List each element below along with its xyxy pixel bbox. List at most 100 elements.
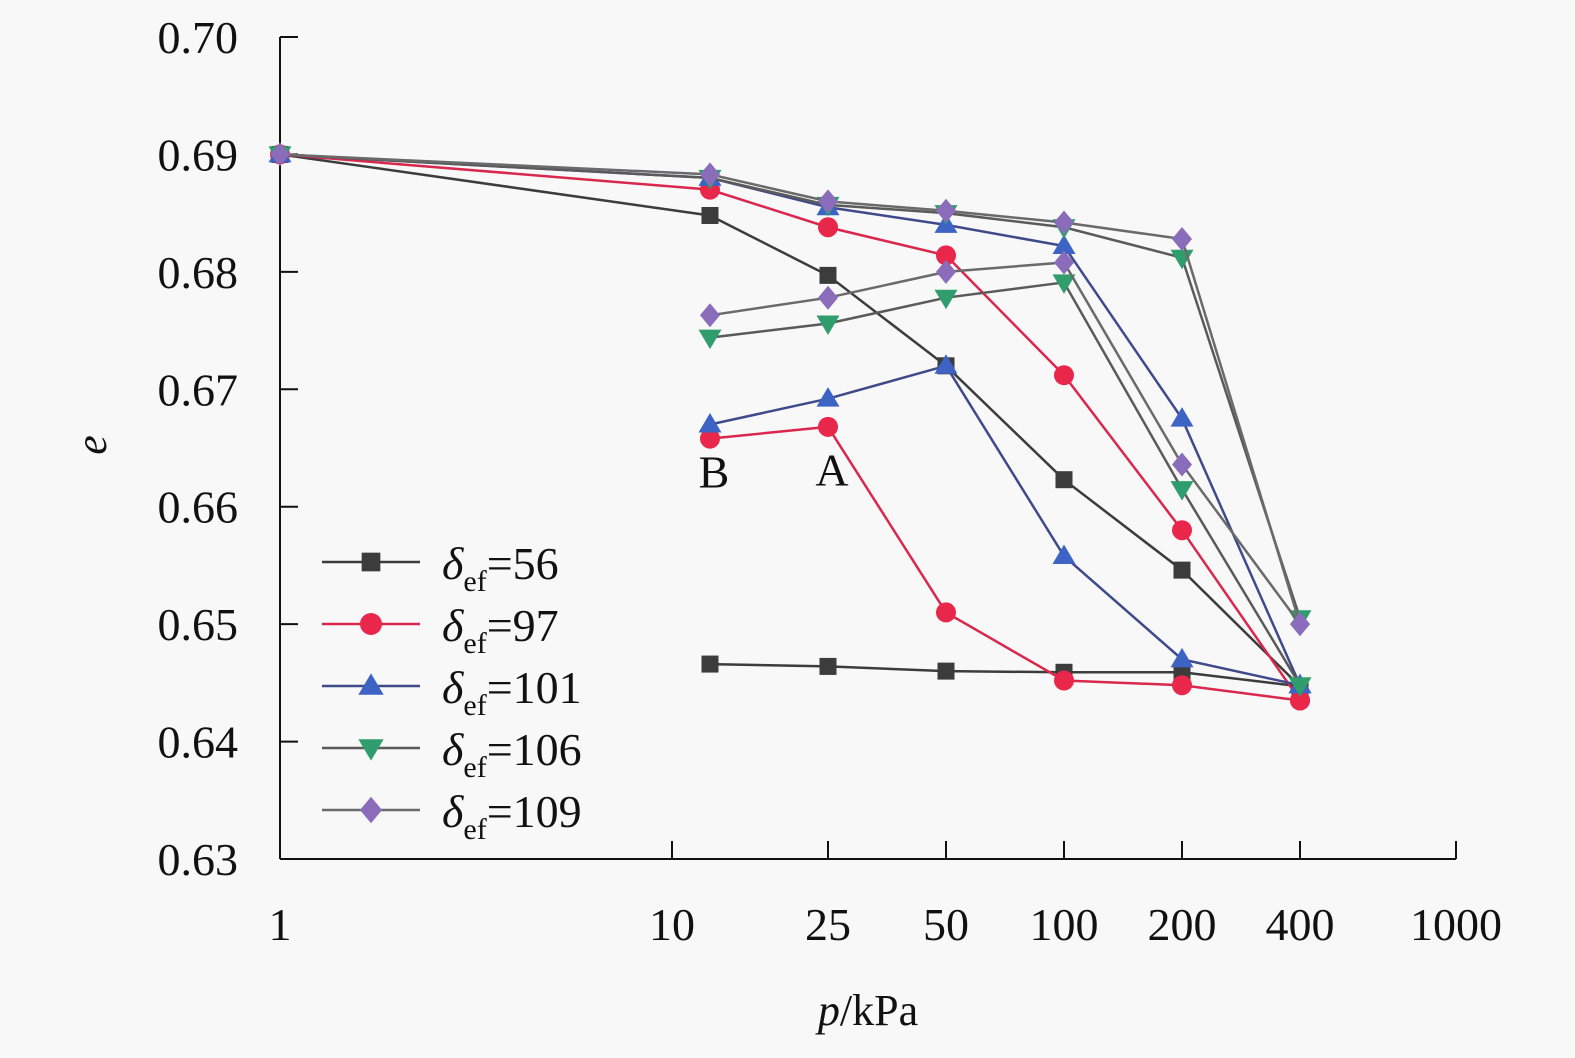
triangle-up-marker bbox=[1052, 544, 1076, 565]
triangle-up-marker bbox=[1170, 407, 1194, 427]
series-line bbox=[709, 261, 1302, 625]
legend-label: δef=56 bbox=[442, 538, 559, 598]
circle-marker bbox=[1054, 670, 1074, 691]
legend-symbol: δ bbox=[442, 786, 464, 837]
triangle-up-marker bbox=[358, 673, 384, 695]
square-marker bbox=[1173, 561, 1191, 579]
x-tick-label: 200 bbox=[1148, 899, 1217, 950]
diamond-marker bbox=[935, 259, 956, 284]
square-marker bbox=[1055, 471, 1073, 489]
triangle-down-marker bbox=[698, 329, 722, 350]
triangle-up-marker bbox=[934, 354, 958, 374]
legend-label: δef=106 bbox=[442, 724, 582, 784]
y-tick-label: 0.66 bbox=[158, 482, 239, 533]
y-ticks: 0.63 0.64 0.65 0.66 0.67 0.68 0.69 0.70 bbox=[158, 12, 298, 885]
triangle-down-marker bbox=[1170, 481, 1194, 501]
legend-symbol: δ bbox=[442, 600, 464, 651]
diamond-marker bbox=[699, 162, 720, 187]
square-marker bbox=[819, 657, 837, 675]
circle-marker bbox=[935, 245, 956, 266]
x-ticks: 1 10 25 50 100 200 400 1000 bbox=[269, 841, 1502, 950]
legend-subscript: ef bbox=[463, 813, 486, 846]
circle-marker bbox=[360, 613, 382, 635]
x-axis-label: p/kPa bbox=[815, 986, 918, 1035]
x-axis-label-var: p bbox=[815, 986, 840, 1035]
legend-subscript: ef bbox=[463, 689, 486, 722]
diamond-marker bbox=[935, 198, 956, 223]
series-56 bbox=[271, 145, 1309, 695]
legend-entry: δef=106 bbox=[322, 724, 582, 784]
circle-marker bbox=[1290, 690, 1311, 711]
y-tick-label: 0.63 bbox=[158, 834, 239, 885]
series-97 bbox=[270, 144, 1311, 711]
triangle-down-marker bbox=[358, 739, 384, 761]
legend-symbol: δ bbox=[442, 538, 464, 589]
series-106 bbox=[268, 146, 1312, 697]
diamond-marker bbox=[1054, 210, 1074, 235]
diamond-marker bbox=[270, 142, 290, 167]
x-tick-label: 1000 bbox=[1410, 899, 1502, 950]
legend-entry: δef=101 bbox=[322, 662, 582, 722]
legend-entry: δef=56 bbox=[322, 538, 559, 598]
x-tick-label: 10 bbox=[649, 899, 695, 950]
circle-marker bbox=[699, 428, 720, 449]
series-109 bbox=[270, 142, 1311, 637]
diamond-marker bbox=[360, 796, 382, 824]
triangle-down-marker bbox=[934, 289, 958, 310]
y-tick-label: 0.69 bbox=[158, 129, 239, 180]
annotation-A: A bbox=[815, 444, 848, 495]
axes bbox=[279, 37, 1456, 860]
diamond-marker bbox=[1290, 612, 1311, 637]
x-tick-label: 400 bbox=[1266, 899, 1335, 950]
y-tick-label: 0.67 bbox=[158, 364, 239, 415]
legend-symbol: δ bbox=[442, 662, 464, 713]
x-tick-label: 1 bbox=[269, 899, 292, 950]
legend-label: δef=101 bbox=[442, 662, 582, 722]
y-tick-label: 0.64 bbox=[158, 717, 239, 768]
series-group bbox=[268, 142, 1312, 711]
circle-marker bbox=[1172, 675, 1193, 696]
triangle-down-marker bbox=[1052, 274, 1076, 294]
legend-value: =101 bbox=[487, 662, 582, 713]
y-tick-label: 0.70 bbox=[158, 12, 239, 63]
triangle-up-marker bbox=[698, 413, 722, 433]
triangle-up-marker bbox=[1052, 234, 1076, 255]
square-marker bbox=[701, 206, 719, 224]
diamond-marker bbox=[1172, 452, 1193, 477]
legend-entry: δef=97 bbox=[322, 600, 559, 660]
circle-marker bbox=[1172, 520, 1193, 541]
legend-value: =56 bbox=[487, 538, 559, 589]
series-line bbox=[279, 153, 1302, 619]
series-line bbox=[279, 153, 1302, 625]
legend-label: δef=97 bbox=[442, 600, 559, 660]
x-axis-label-unit: /kPa bbox=[840, 986, 918, 1035]
legend-entry: δef=109 bbox=[322, 786, 582, 846]
diamond-marker bbox=[817, 285, 838, 310]
triangle-up-marker bbox=[1170, 647, 1194, 668]
triangle-down-marker bbox=[1288, 677, 1312, 697]
square-marker bbox=[701, 655, 719, 673]
series-line bbox=[709, 425, 1301, 702]
x-tick-label: 100 bbox=[1030, 899, 1099, 950]
triangle-down-marker bbox=[816, 315, 840, 336]
x-tick-label: 25 bbox=[805, 899, 851, 950]
square-marker bbox=[361, 552, 381, 572]
y-tick-label: 0.65 bbox=[158, 599, 239, 650]
legend-value: =97 bbox=[487, 600, 559, 651]
y-axis-label: e bbox=[67, 435, 116, 455]
x-tick-label: 50 bbox=[923, 899, 969, 950]
circle-marker bbox=[817, 416, 838, 437]
series-line bbox=[709, 281, 1302, 686]
y-tick-label: 0.68 bbox=[158, 247, 239, 298]
square-marker bbox=[819, 266, 837, 284]
legend-symbol: δ bbox=[442, 724, 464, 775]
diamond-marker bbox=[699, 303, 720, 328]
legend-value: =109 bbox=[487, 786, 582, 837]
diamond-marker bbox=[1054, 250, 1074, 275]
legend-label: δef=109 bbox=[442, 786, 582, 846]
square-marker bbox=[937, 662, 955, 680]
legend-subscript: ef bbox=[463, 627, 486, 660]
series-line bbox=[709, 662, 1301, 688]
